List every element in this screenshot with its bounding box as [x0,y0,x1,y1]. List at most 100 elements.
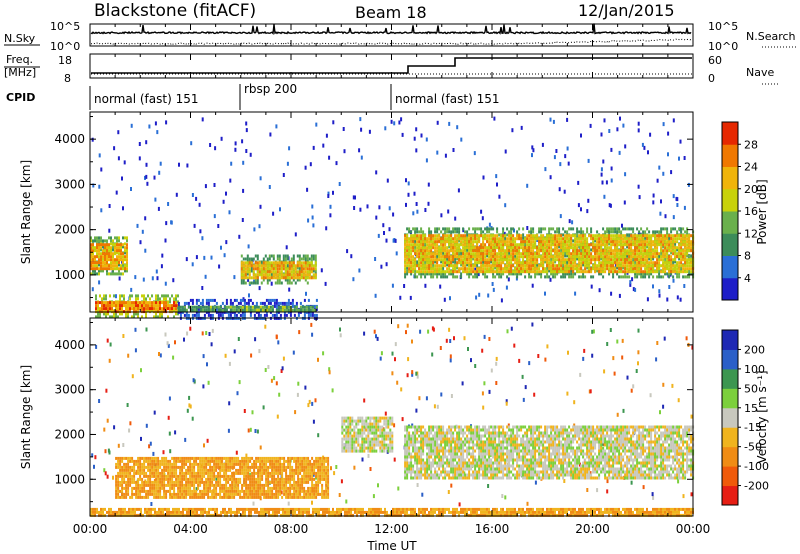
heatmap-cell [241,305,244,309]
heatmap-cell [562,261,565,265]
heatmap-cell [512,234,515,238]
heatmap-cell [550,249,553,253]
heatmap-cell [448,258,451,262]
heatmap-cell [522,240,525,244]
heatmap-cell [92,252,94,256]
heatmap-cell [456,234,459,238]
heatmap-cell [304,261,307,265]
heatmap-cell [662,249,665,253]
power-colorbar-tick: 12 [744,227,758,240]
heatmap-cell [532,252,535,256]
heatmap-cell [580,207,582,212]
heatmap-cell [404,270,407,274]
heatmap-cell [262,264,265,268]
heatmap-cell [662,240,665,244]
heatmap-cell [120,272,122,276]
heatmap-cell [552,227,555,231]
heatmap-cell [658,237,661,241]
heatmap-cell [468,227,471,231]
heatmap-cell [668,267,671,271]
heatmap-cell [586,243,589,247]
heatmap-cell [532,270,535,274]
heatmap-cell [470,243,473,247]
heatmap-cell [155,301,157,305]
heatmap-cell [506,243,509,247]
heatmap-cell [610,267,613,271]
heatmap-cell [448,237,451,241]
heatmap-cell [502,230,505,234]
heatmap-cell [622,249,625,253]
heatmap-cell [164,281,167,286]
heatmap-cell [674,270,677,274]
heatmap-cell [572,275,575,279]
heatmap-cell [660,243,663,247]
heatmap-cell [98,261,100,265]
heatmap-cell [644,275,647,279]
heatmap-cell [110,261,112,265]
heatmap-cell [96,243,98,247]
heatmap-cell [253,305,256,309]
heatmap-cell [475,295,478,300]
heatmap-cell [658,258,661,262]
heatmap-cell [582,237,585,241]
heatmap-cell [414,264,417,268]
heatmap-cell [582,240,585,244]
heatmap-cell [522,227,525,231]
heatmap-cell [250,261,253,265]
heatmap-cell [229,308,232,312]
heatmap-cell [302,276,305,280]
heatmap-cell [666,230,669,234]
heatmap-cell [432,240,435,244]
heatmap-cell [574,291,577,296]
heatmap-cell [185,257,188,262]
heatmap-cell [474,252,477,256]
heatmap-cell [240,278,243,282]
heatmap-cell [666,246,669,250]
heatmap-cell [648,246,651,250]
heatmap-cell [143,294,145,298]
heatmap-cell [616,240,619,244]
heatmap-cell [660,227,663,231]
heatmap-cell [570,272,573,276]
heatmap-cell [122,258,124,262]
heatmap-cell [416,270,419,274]
heatmap-cell [614,243,617,247]
heatmap-cell [570,269,573,273]
heatmap-cell [531,283,534,288]
heatmap-cell [662,171,665,176]
heatmap-cell [646,270,649,274]
heatmap-cell [482,260,485,264]
heatmap-cell [690,272,693,276]
heatmap-cell [564,258,567,262]
heatmap-cell [97,315,99,319]
heatmap-cell [530,261,533,265]
heatmap-cell [195,308,198,312]
heatmap-cell [590,234,593,238]
heatmap-cell [273,313,276,317]
heatmap-cell [532,237,535,241]
heatmap-cell [678,261,681,265]
heatmap-cell [646,272,649,276]
heatmap-cell [492,258,495,262]
heatmap-cell [428,261,431,265]
heatmap-cell [458,234,461,238]
heatmap-cell [418,249,421,253]
heatmap-cell [624,243,627,247]
heatmap-cell [243,305,246,309]
heatmap-cell [302,254,305,258]
heatmap-cell [148,124,151,129]
heatmap-cell [562,252,565,256]
heatmap-cell [506,227,509,231]
heatmap-cell [524,240,527,244]
heatmap-cell [588,243,591,247]
heatmap-cell [408,258,411,262]
heatmap-cell [684,258,687,262]
heatmap-cell [456,264,459,268]
heatmap-cell [610,178,613,183]
heatmap-cell [254,281,257,285]
heatmap-cell [564,240,567,244]
heatmap-cell [412,270,415,274]
heatmap-cell [121,294,123,298]
heatmap-cell [686,246,689,250]
heatmap-cell [672,278,675,283]
